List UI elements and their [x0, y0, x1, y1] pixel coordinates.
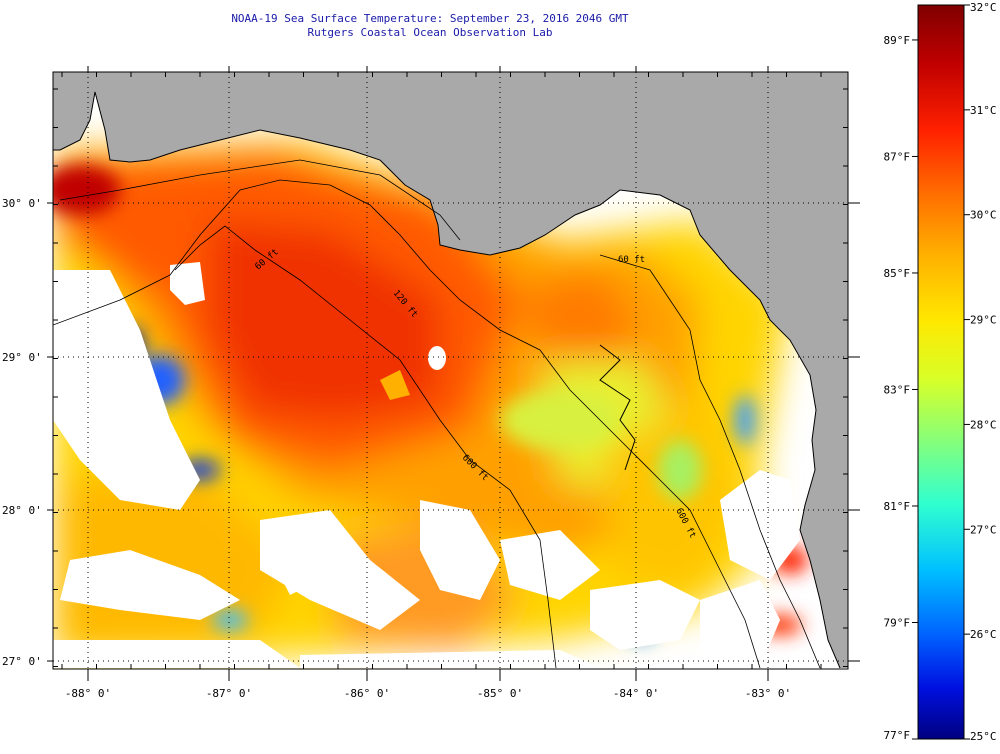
colorbar — [917, 4, 965, 740]
contour-label: 60 ft — [618, 255, 645, 265]
colorbar-fahrenheit-label: 85°F — [884, 267, 911, 280]
longitude-label: -85° 0' — [477, 687, 523, 700]
colorbar-fahrenheit-label: 77°F — [884, 729, 911, 742]
colorbar-celsius-label: 28°C — [970, 418, 997, 431]
longitude-label: -88° 0' — [65, 687, 111, 700]
colorbar-celsius-label: 25°C — [970, 730, 997, 743]
colorbar-celsius-label: 30°C — [970, 209, 997, 222]
colorbar-fahrenheit-label: 79°F — [884, 616, 911, 629]
longitude-label: -86° 0' — [344, 687, 390, 700]
land-mass — [53, 72, 848, 668]
colorbar-celsius-label: 26°C — [970, 628, 997, 641]
latitude-label: 30° 0' — [2, 197, 42, 210]
latitude-label: 27° 0' — [2, 655, 42, 668]
colorbar-fahrenheit-label: 83°F — [884, 383, 911, 396]
colorbar-celsius-label: 27°C — [970, 523, 997, 536]
latitude-label: 28° 0' — [2, 504, 42, 517]
longitude-label: -87° 0' — [206, 687, 252, 700]
latitude-label: 29° 0' — [2, 351, 42, 364]
colorbar-celsius-label: 32°C — [970, 1, 997, 14]
longitude-label: -83° 0' — [745, 687, 791, 700]
sst-field — [53, 72, 848, 669]
colorbar-celsius-label: 29°C — [970, 314, 997, 327]
colorbar-fahrenheit-label: 81°F — [884, 500, 911, 513]
map-subtitle: Rutgers Coastal Ocean Observation Lab — [307, 26, 553, 39]
colorbar-fahrenheit-label: 87°F — [884, 150, 911, 163]
colorbar-celsius-label: 31°C — [970, 104, 997, 117]
longitude-label: -84° 0' — [613, 687, 659, 700]
colorbar-fahrenheit-label: 89°F — [884, 34, 911, 47]
map-title: NOAA-19 Sea Surface Temperature: Septemb… — [231, 12, 629, 25]
map-frame — [52, 71, 849, 670]
